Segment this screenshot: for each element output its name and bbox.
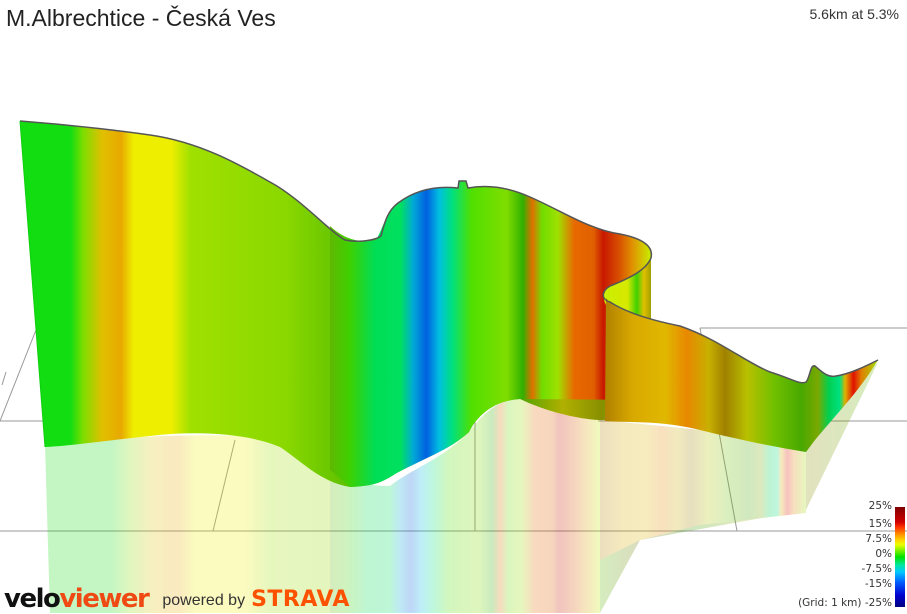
veloviewer-logo-part1[interactable]: velo (4, 584, 61, 614)
gradient-colorbar (895, 507, 905, 607)
veloviewer-logo-part2[interactable]: viewer (59, 584, 149, 614)
branding-footer: velo viewer powered by STRAVA (4, 584, 350, 612)
legend-label-25: 25% (868, 500, 892, 512)
legend-label-7-5: 7.5% (865, 533, 892, 545)
legend-label-neg-25: (Grid: 1 km) -25% (798, 597, 892, 609)
legend-label-neg-15: -15% (864, 578, 892, 590)
legend-label-0: 0% (875, 548, 892, 560)
route-title: M.Albrechtice - Česká Ves (6, 5, 276, 31)
legend-label-neg-7-5: -7.5% (861, 563, 892, 575)
powered-by-label: powered by (162, 592, 246, 609)
profile-reflection (45, 362, 878, 613)
strava-logo[interactable]: STRAVA (251, 587, 350, 612)
route-summary: 5.6km at 5.3% (809, 6, 900, 22)
legend-label-15: 15% (868, 518, 892, 530)
grid-note: (Grid: 1 km) (798, 597, 862, 609)
gradient-legend: 25% 15% 7.5% 0% -7.5% -15% (Grid: 1 km) … (780, 500, 907, 613)
